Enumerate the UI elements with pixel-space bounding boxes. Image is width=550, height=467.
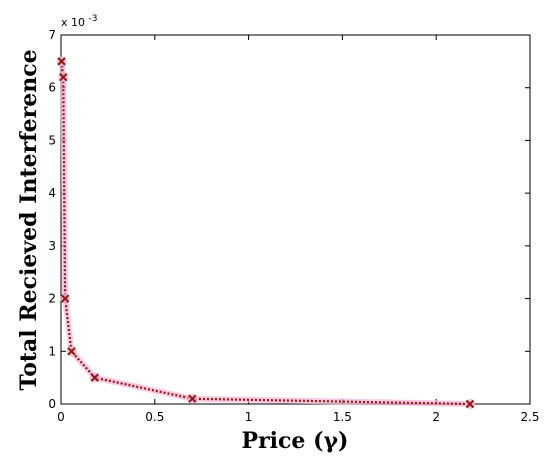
x-tick-label: 0 [57, 410, 65, 424]
x-tick-label: 2 [432, 410, 440, 424]
data-point [89, 372, 100, 383]
y-tick-label: 7 [48, 28, 56, 42]
y-tick-label: 5 [48, 133, 56, 147]
data-point [464, 399, 475, 409]
y-tick-label: 4 [48, 186, 56, 200]
series-layer [56, 56, 475, 409]
data-point [58, 72, 69, 83]
y-tick-label: 3 [48, 239, 56, 253]
y-tick-label: 2 [48, 292, 56, 306]
data-point [66, 346, 77, 357]
y-exponent-label: x 10 -3 [61, 14, 98, 29]
data-point [56, 56, 67, 67]
x-tick-label: 0.5 [145, 410, 164, 424]
y-axis-title: Total Recieved Interference [16, 49, 42, 390]
x-tick-label: 1.5 [333, 410, 352, 424]
y-tick-label: 1 [48, 344, 56, 358]
data-point [187, 393, 198, 404]
x-tick-label: 1 [245, 410, 253, 424]
x-tick-label: 2.5 [520, 410, 539, 424]
data-point [60, 293, 71, 304]
y-tick-label: 0 [48, 397, 56, 411]
x-axis-title: Price (γ) [242, 428, 349, 454]
y-tick-label: 6 [48, 81, 56, 95]
plot-area [60, 34, 531, 405]
